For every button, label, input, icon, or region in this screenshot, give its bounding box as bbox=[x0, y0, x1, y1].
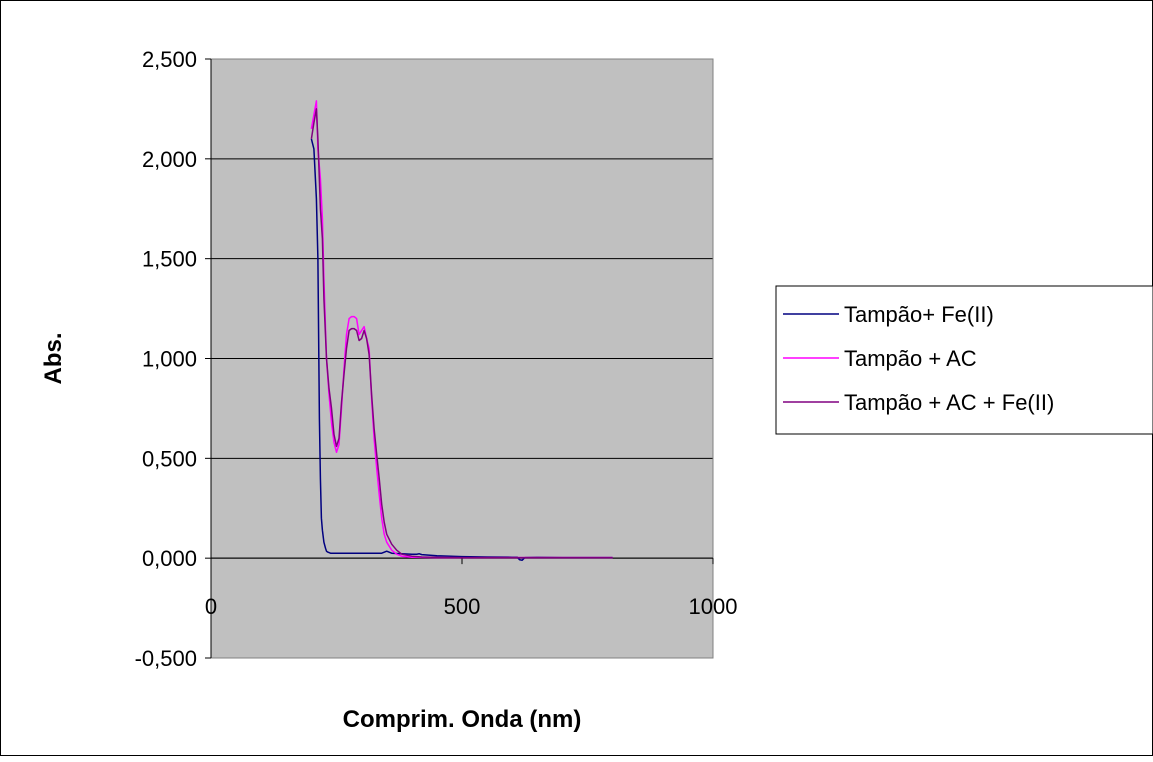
x-axis-label: Comprim. Onda (nm) bbox=[343, 706, 582, 733]
y-tick-label: 0,000 bbox=[142, 546, 197, 571]
y-axis-label: Abs. bbox=[40, 332, 67, 384]
y-tick-label: 0,500 bbox=[142, 446, 197, 471]
x-tick-label: 1000 bbox=[689, 594, 738, 619]
x-axis: 0 500 1000 bbox=[205, 557, 738, 619]
y-tick-label: 2,000 bbox=[142, 147, 197, 172]
legend-label-2: Tampão + AC bbox=[844, 346, 977, 371]
x-tick-label: 0 bbox=[205, 594, 217, 619]
legend: Tampão+ Fe(II) Tampão + AC Tampão + AC + F… bbox=[775, 285, 1153, 435]
series-line-3 bbox=[310, 108, 613, 559]
series-group bbox=[310, 100, 613, 561]
y-tick-label: 1,000 bbox=[142, 347, 197, 372]
legend-label-1: Tampão+ Fe(II) bbox=[844, 302, 994, 327]
y-tick-label: 1,500 bbox=[142, 247, 197, 272]
y-tick-label: 2,500 bbox=[142, 47, 197, 72]
legend-label-3: Tampão + AC + Fe(II) bbox=[844, 390, 1054, 415]
y-tick-label: -0,500 bbox=[135, 646, 197, 671]
legend-box bbox=[775, 285, 1153, 435]
y-axis: -0,500 0,000 0,500 1,000 1,500 2,000 2,500 bbox=[135, 47, 212, 671]
x-tick-label: 500 bbox=[444, 594, 481, 619]
